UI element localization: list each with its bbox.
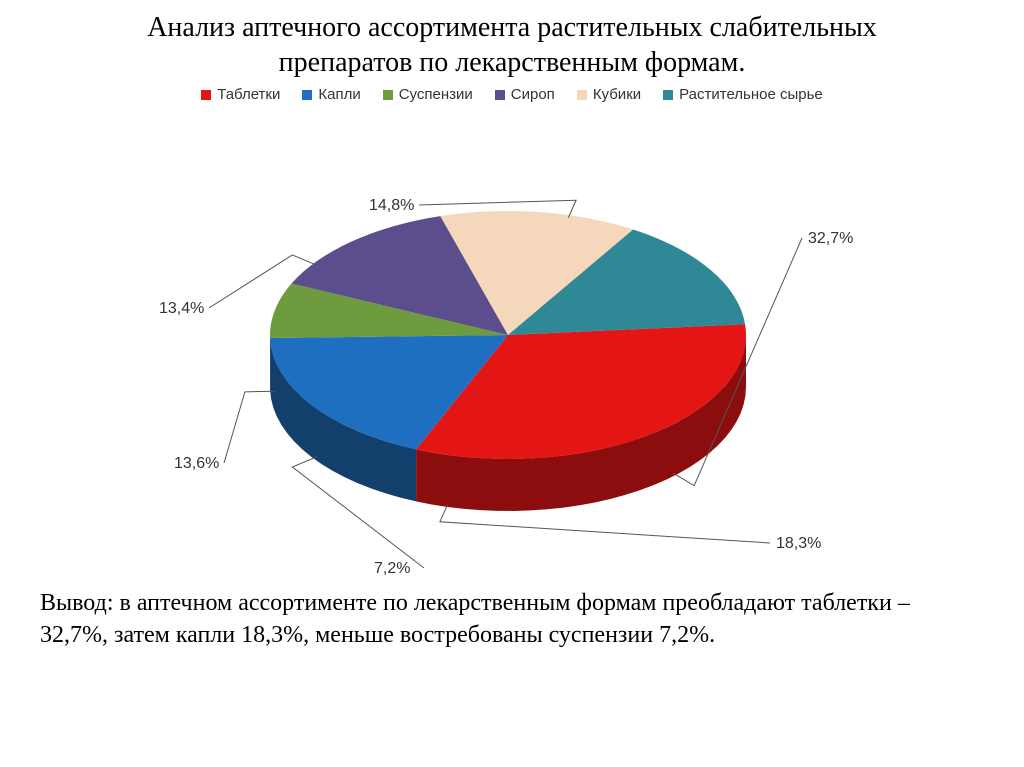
- conclusion-text: Вывод: в аптечном ассортименте по лекарс…: [40, 587, 940, 652]
- legend-label-tablets: Таблетки: [217, 86, 280, 103]
- legend-label-syrup: Сироп: [511, 86, 555, 103]
- title-line-2: препаратов по лекарственным формам.: [279, 47, 746, 78]
- chart-title: Анализ аптечного ассортимента растительн…: [62, 10, 962, 80]
- legend-item-drops: Капли: [302, 86, 360, 103]
- title-line-1: Анализ аптечного ассортимента растительн…: [147, 12, 877, 43]
- legend-swatch-cubes: [577, 90, 587, 100]
- legend-item-syrup: Сироп: [495, 86, 555, 103]
- legend-swatch-drops: [302, 90, 312, 100]
- page-root: Анализ аптечного ассортимента растительн…: [0, 10, 1024, 767]
- legend-item-herbal: Растительное сырье: [663, 86, 823, 103]
- legend-label-drops: Капли: [318, 86, 360, 103]
- legend-item-cubes: Кубики: [577, 86, 641, 103]
- legend-item-susp: Суспензии: [383, 86, 473, 103]
- legend-label-susp: Суспензии: [399, 86, 473, 103]
- legend-item-tablets: Таблетки: [201, 86, 280, 103]
- pie-chart: 32,7%18,3%7,2%13,6%13,4%14,8%: [0, 105, 1024, 575]
- legend-label-herbal: Растительное сырье: [679, 86, 823, 103]
- legend-label-cubes: Кубики: [593, 86, 641, 103]
- legend-swatch-herbal: [663, 90, 673, 100]
- legend-swatch-syrup: [495, 90, 505, 100]
- legend: Таблетки Капли Суспензии Сироп Кубики Растите…: [0, 86, 1024, 103]
- legend-swatch-susp: [383, 90, 393, 100]
- legend-swatch-tablets: [201, 90, 211, 100]
